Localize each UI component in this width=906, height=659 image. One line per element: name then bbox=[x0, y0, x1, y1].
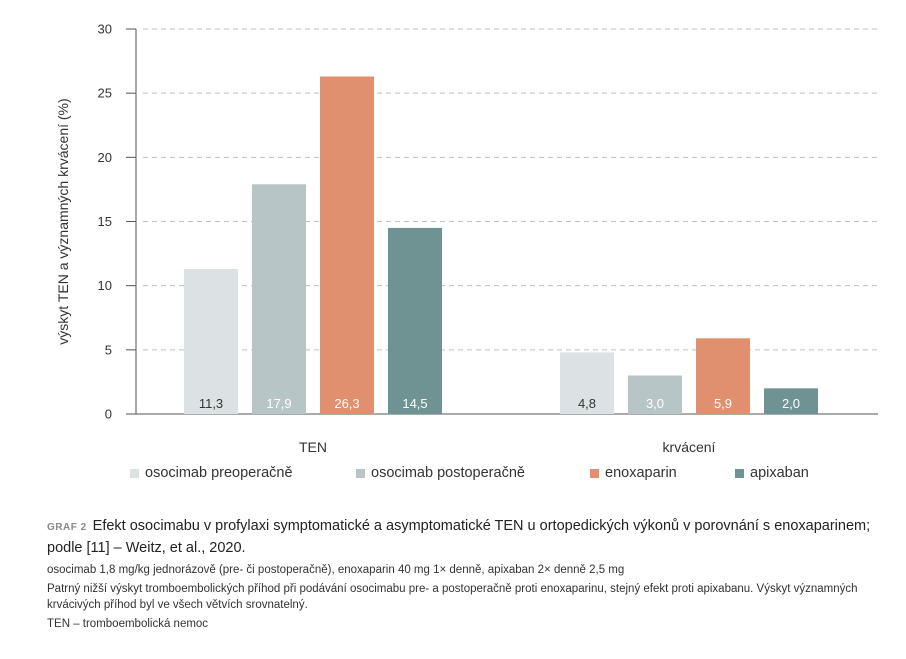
legend-swatch bbox=[356, 468, 365, 478]
category-label: TEN bbox=[299, 439, 327, 455]
data-label: 26,3 bbox=[334, 396, 359, 411]
category-label: krvácení bbox=[663, 439, 716, 455]
legend-swatch bbox=[590, 468, 599, 478]
legend-item-apixaban: apixaban bbox=[735, 465, 809, 481]
data-label: 3,0 bbox=[646, 396, 664, 411]
y-tick-label: 25 bbox=[98, 86, 112, 101]
bar bbox=[696, 338, 750, 414]
data-label: 4,8 bbox=[578, 396, 596, 411]
bar bbox=[252, 184, 306, 414]
bar bbox=[764, 388, 818, 414]
figure-caption: GRAF 2 Efekt osocimabu v profylaxi sympto… bbox=[47, 516, 885, 632]
legend-item-osocimab-post: osocimab postoperačně bbox=[356, 465, 525, 481]
bar bbox=[320, 76, 374, 414]
data-label: 2,0 bbox=[782, 396, 800, 411]
bar bbox=[560, 352, 614, 414]
legend-item-enoxaparin: enoxaparin bbox=[590, 465, 677, 481]
data-label: 5,9 bbox=[714, 396, 732, 411]
y-tick-label: 20 bbox=[98, 150, 112, 165]
bar-chart: 0 5 10 15 20 25 30 výskyt TEN a významných krvá… bbox=[55, 22, 878, 455]
legend-item-osocimab-pre: osocimab preoperačně bbox=[130, 465, 293, 481]
legend-swatch bbox=[130, 468, 139, 478]
y-tick-label: 15 bbox=[98, 214, 112, 229]
y-tick-label: 30 bbox=[98, 22, 112, 37]
y-tick-label: 10 bbox=[98, 278, 112, 293]
caption-title-block: GRAF 2 Efekt osocimabu v profylaxi sympto… bbox=[47, 516, 885, 559]
bar bbox=[184, 268, 238, 414]
legend-label: enoxaparin bbox=[605, 465, 677, 481]
caption-note: Patrný nižší výskyt tromboembolických př… bbox=[47, 583, 858, 611]
bar bbox=[628, 375, 682, 414]
data-label: 17,9 bbox=[266, 396, 291, 411]
data-label: 14,5 bbox=[402, 396, 427, 411]
legend-label: osocimab postoperačně bbox=[371, 465, 525, 481]
legend-swatch bbox=[735, 468, 744, 478]
legend-label: osocimab preoperačně bbox=[145, 465, 293, 481]
caption-dosing: osocimab 1,8 mg/kg jednorázově (pre- či … bbox=[47, 564, 625, 576]
y-tick-label: 5 bbox=[105, 342, 112, 357]
bar bbox=[388, 227, 442, 414]
caption-abbrev: TEN – tromboembolická nemoc bbox=[47, 618, 209, 630]
data-label: 11,3 bbox=[199, 396, 223, 411]
chart-legend: osocimab preoperačně osocimab postoperač… bbox=[130, 465, 890, 485]
y-tick-label: 0 bbox=[105, 407, 112, 422]
legend-label: apixaban bbox=[750, 465, 809, 481]
y-axis-label: výskyt TEN a významných krvácení (%) bbox=[55, 98, 71, 344]
caption-title: Efekt osocimabu v profylaxi symptomatick… bbox=[47, 518, 871, 556]
caption-tag: GRAF 2 bbox=[47, 522, 87, 533]
